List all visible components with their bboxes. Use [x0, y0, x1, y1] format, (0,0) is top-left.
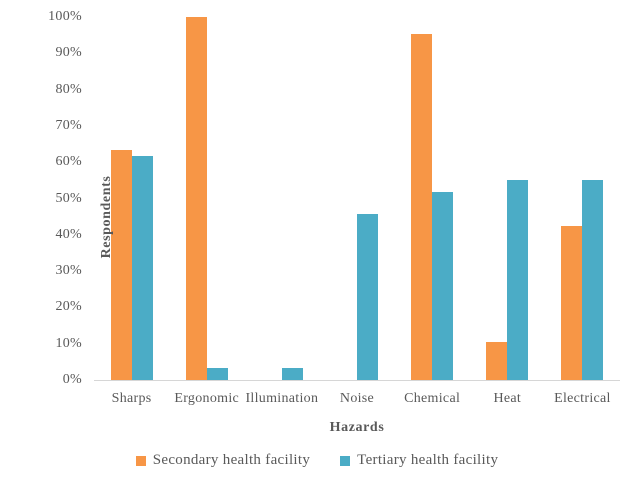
- y-tick-label-10: 10%: [55, 335, 82, 351]
- category-group-sharps: [94, 150, 169, 380]
- plot-area: Respondents 0% 10% 20% 30% 40% 50% 60% 70% 80% 90…: [48, 9, 620, 387]
- x-axis-title: Hazards: [329, 420, 385, 435]
- legend-label: Secondary health facility: [152, 452, 311, 468]
- bar-secondary-health-facility-electrical: [561, 225, 583, 380]
- category-group-noise: [319, 214, 394, 380]
- bar-tertiary-health-facility-electrical: [582, 179, 604, 380]
- category-group-illumination: [244, 367, 319, 380]
- category-group-heat: [470, 179, 545, 380]
- x-category-label-illumination: Illumination: [245, 391, 319, 406]
- legend-swatch-icon: [135, 455, 146, 466]
- legend-item-tertiary-health-facility: Tertiary health facility: [340, 452, 498, 469]
- bar-secondary-health-facility-sharps: [110, 150, 132, 380]
- category-group-electrical: [545, 179, 620, 380]
- legend-swatch-icon: [340, 455, 351, 466]
- legend-item-secondary-health-facility: Secondary health facility: [135, 452, 311, 469]
- y-tick-label-100: 100%: [48, 9, 82, 24]
- x-category-label-sharps: Sharps: [111, 391, 152, 406]
- category-group-chemical: [395, 34, 470, 380]
- bar-secondary-health-facility-chemical: [411, 34, 433, 380]
- y-tick-label-20: 20%: [55, 299, 82, 315]
- x-category-label-electrical: Electrical: [554, 391, 611, 406]
- bar-secondary-health-facility-ergonomic: [185, 17, 207, 380]
- y-tick-label-90: 90%: [55, 45, 82, 61]
- bar-tertiary-health-facility-heat: [507, 179, 529, 380]
- bar-tertiary-health-facility-sharps: [131, 156, 153, 380]
- y-axis-title: Respondents: [99, 175, 114, 259]
- bar-tertiary-health-facility-noise: [356, 214, 378, 380]
- x-axis-category-labels: Sharps Ergonomic Illumination Noise Chemical…: [94, 391, 620, 407]
- bar-tertiary-health-facility-ergonomic: [206, 367, 228, 380]
- bar-tertiary-health-facility-illumination: [281, 367, 303, 380]
- bar-secondary-health-facility-heat: [486, 341, 508, 380]
- y-tick-label-80: 80%: [55, 81, 82, 97]
- y-tick-label-0: 0%: [62, 372, 82, 387]
- chart-legend: Secondary health facility Tertiary health…: [0, 452, 634, 469]
- x-category-label-chemical: Chemical: [404, 391, 461, 406]
- y-tick-label-30: 30%: [55, 263, 82, 279]
- x-category-label-noise: Noise: [339, 391, 375, 406]
- category-group-ergonomic: [169, 17, 244, 380]
- x-category-label-heat: Heat: [493, 391, 522, 406]
- x-category-label-ergonomic: Ergonomic: [174, 391, 240, 406]
- y-tick-label-60: 60%: [55, 154, 82, 170]
- bar-tertiary-health-facility-chemical: [432, 192, 454, 380]
- legend-label: Tertiary health facility: [357, 452, 499, 468]
- y-tick-label-40: 40%: [55, 226, 82, 242]
- bar-series-area: [94, 17, 620, 380]
- y-tick-label-70: 70%: [55, 117, 82, 133]
- y-tick-label-50: 50%: [55, 190, 82, 206]
